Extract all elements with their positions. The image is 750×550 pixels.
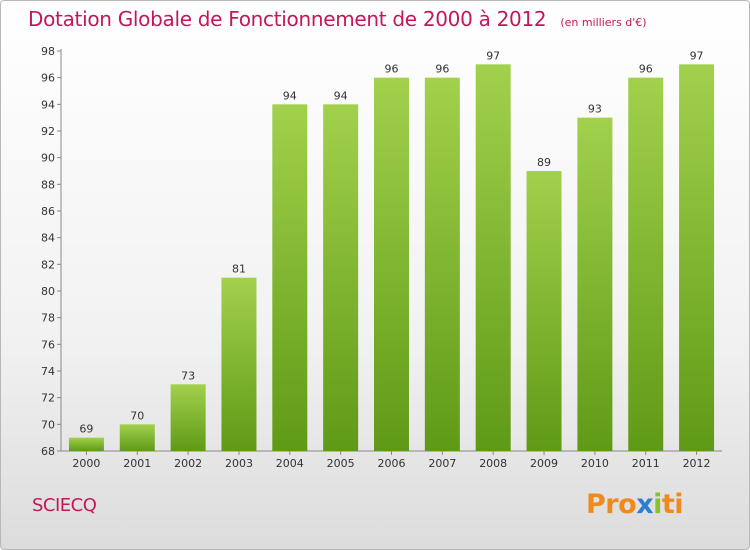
data-label-2007: 96: [435, 63, 449, 76]
bar-2001: [119, 424, 155, 451]
x-tick-label-2012: 2012: [683, 457, 711, 470]
y-tick-label: 88: [41, 178, 55, 191]
y-tick-label: 80: [41, 285, 55, 298]
data-label-2008: 97: [486, 49, 500, 62]
bar-2012: [679, 64, 715, 452]
data-label-2006: 96: [385, 63, 399, 76]
y-tick-label: 70: [41, 418, 55, 431]
data-label-2000: 69: [79, 423, 93, 436]
chart-unit: (en milliers d'€): [560, 16, 647, 29]
bar-2011: [628, 77, 664, 452]
x-tick-label-2011: 2011: [632, 457, 660, 470]
x-tick-label-2004: 2004: [276, 457, 304, 470]
chart-title-text: Dotation Globale de Fonctionnement de 20…: [28, 7, 547, 31]
y-tick-label: 94: [41, 98, 55, 111]
logo-letter: t: [661, 489, 675, 520]
data-label-2011: 96: [639, 63, 653, 76]
data-label-2004: 94: [283, 89, 297, 102]
data-label-2001: 70: [130, 409, 144, 422]
x-tick-label-2007: 2007: [428, 457, 456, 470]
y-tick-label: 76: [41, 338, 55, 351]
y-tick-label: 82: [41, 258, 55, 271]
data-label-2003: 81: [232, 263, 246, 276]
bar-2002: [170, 384, 206, 451]
bar-2005: [323, 104, 359, 451]
bar-2008: [475, 64, 511, 452]
data-label-2012: 97: [690, 49, 704, 62]
chart-title: Dotation Globale de Fonctionnement de 20…: [28, 7, 647, 31]
proxiti-logo: Proxiti: [586, 489, 684, 520]
commune-name: SCIECQ: [32, 495, 97, 516]
bar-2009: [526, 171, 562, 451]
logo-letter: i: [653, 489, 662, 520]
y-tick-label: 86: [41, 205, 55, 218]
x-tick-label-2001: 2001: [123, 457, 151, 470]
y-tick-label: 98: [41, 45, 55, 58]
y-tick-label: 78: [41, 312, 55, 325]
y-tick-label: 74: [41, 365, 55, 378]
x-tick-label-2005: 2005: [327, 457, 355, 470]
x-tick-label-2000: 2000: [72, 457, 100, 470]
x-tick-label-2002: 2002: [174, 457, 202, 470]
x-tick-label-2010: 2010: [581, 457, 609, 470]
x-tick-label-2009: 2009: [530, 457, 558, 470]
x-tick-label-2003: 2003: [225, 457, 253, 470]
y-tick-label: 84: [41, 232, 55, 245]
x-tick-label-2006: 2006: [378, 457, 406, 470]
bar-2003: [221, 277, 257, 451]
logo-letter: i: [674, 489, 684, 520]
bar-2006: [374, 77, 409, 452]
x-tick-label-2008: 2008: [479, 457, 507, 470]
bar-2007: [424, 77, 460, 452]
bar-2004: [272, 104, 308, 451]
y-tick-label: 68: [41, 445, 55, 458]
data-label-2005: 94: [334, 89, 348, 102]
y-tick-label: 96: [41, 72, 55, 85]
data-label-2009: 89: [537, 156, 551, 169]
bar-2010: [577, 117, 613, 452]
data-label-2010: 93: [588, 103, 602, 116]
logo-letter: r: [605, 489, 619, 520]
y-tick-label: 90: [41, 152, 55, 165]
logo-letter: o: [618, 489, 637, 520]
logo-letter: P: [586, 489, 606, 520]
data-label-2002: 73: [181, 369, 195, 382]
bar-2000: [68, 437, 104, 451]
logo-letter: x: [636, 489, 654, 520]
y-tick-label: 72: [41, 392, 55, 405]
y-tick-label: 92: [41, 125, 55, 138]
